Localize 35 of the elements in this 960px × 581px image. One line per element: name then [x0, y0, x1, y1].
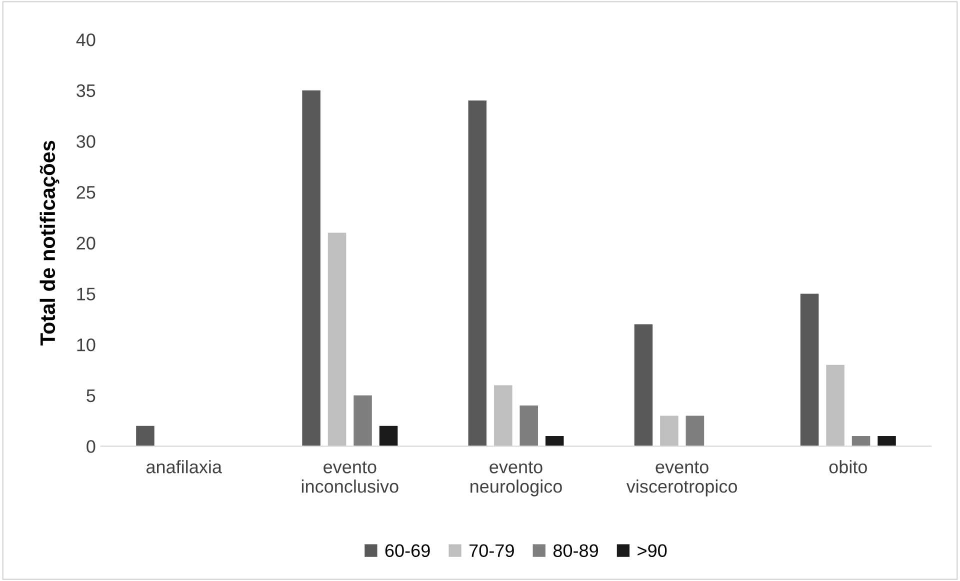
bar: [826, 364, 844, 446]
x-tick-label: evento neurologico: [470, 462, 562, 496]
legend-label: 60-69: [385, 544, 430, 558]
y-axis-title: Total de notificações: [40, 140, 60, 346]
legend-label: >90: [638, 544, 667, 558]
bar: [302, 90, 320, 446]
bar: [136, 426, 154, 446]
legend-label: 80-89: [553, 544, 598, 558]
bar: [660, 416, 678, 446]
y-tick-label: 40: [76, 33, 96, 46]
y-tick-label: 0: [86, 440, 96, 453]
bar: [520, 406, 538, 446]
y-tick-label: 5: [86, 389, 96, 402]
bar: [686, 416, 704, 446]
bar: [494, 385, 512, 446]
x-tick-label: obito: [829, 460, 867, 474]
x-tick-label: evento inconclusivo: [302, 462, 398, 493]
bar: [800, 294, 819, 446]
bar: [634, 324, 653, 446]
bar: [878, 436, 896, 446]
y-tick-label: 20: [76, 236, 96, 250]
y-tick-label: 15: [77, 288, 96, 300]
y-tick-label: 30: [76, 135, 96, 148]
y-tick-label: 10: [77, 338, 96, 352]
bar: [354, 395, 372, 446]
bar: [379, 426, 398, 446]
bar: [328, 232, 346, 446]
x-tick-label: anafilaxia: [146, 460, 222, 474]
bar: [852, 436, 870, 446]
bar: [468, 100, 487, 446]
bar: [545, 436, 564, 446]
legend-label: 70-79: [469, 544, 514, 558]
y-tick-label: 35: [76, 84, 96, 98]
y-tick-label: 25: [76, 186, 96, 199]
x-tick-label: evento viscerotropico: [626, 462, 738, 496]
